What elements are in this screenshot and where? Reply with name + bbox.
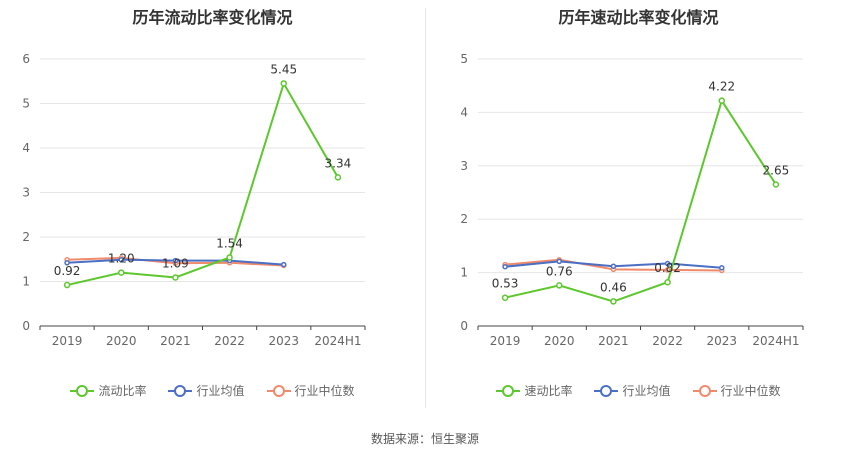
data-point — [63, 281, 71, 289]
data-point — [334, 174, 342, 181]
data-point — [280, 80, 287, 87]
y-tick-label: 2 — [22, 230, 30, 244]
legend-item[interactable]: 流动比率 — [70, 382, 146, 399]
y-tick-label: 4 — [460, 105, 468, 119]
x-tick-label: 2019 — [52, 334, 83, 348]
legend-item[interactable]: 行业中位数 — [692, 382, 781, 399]
series-line — [504, 98, 777, 303]
y-tick-label: 3 — [460, 159, 468, 173]
y-tick-label: 3 — [22, 186, 30, 200]
data-point — [172, 274, 179, 281]
data-point — [118, 269, 125, 276]
x-tick-label: 2021 — [160, 334, 191, 348]
y-tick-label: 2 — [460, 212, 468, 226]
legend-swatch-icon — [594, 384, 619, 397]
data-label: 0.82 — [654, 261, 681, 275]
y-tick-label: 1 — [22, 275, 30, 289]
legend-swatch-icon — [266, 384, 291, 397]
quick-ratio-chart: 0 1 2 3 4 5 2019 2020 2021 2022 2023 2024H1 0.53 0.76… — [460, 52, 804, 348]
data-point — [718, 97, 725, 104]
current-ratio-chart: 0 1 2 3 4 5 6 2019 2020 2021 2022 2023 2024H1 0.92 1.2… — [22, 52, 366, 348]
data-label: 0.46 — [600, 280, 627, 294]
data-point — [664, 260, 671, 267]
data-source: 数据来源：恒生聚源 — [370, 432, 479, 446]
y-tick-label: 0 — [22, 319, 30, 333]
data-point — [664, 278, 671, 286]
y-tick-label: 5 — [460, 52, 468, 66]
legend-swatch-icon — [168, 384, 193, 397]
data-point — [64, 260, 70, 266]
chart-panel-quick-ratio: 历年速动比率变化情况 0 1 2 3 4 5 2019 2020 2021 2022 2023 202… — [427, 0, 850, 410]
data-point — [502, 263, 508, 270]
data-point — [610, 263, 617, 269]
legend-swatch-icon — [70, 384, 95, 397]
data-point — [556, 258, 562, 265]
x-tick-label: 2024H1 — [314, 334, 361, 348]
data-point — [664, 267, 671, 273]
legend-item[interactable]: 行业中位数 — [266, 382, 355, 399]
legend-label: 行业中位数 — [720, 384, 781, 398]
legend-item[interactable]: 行业均值 — [594, 382, 671, 399]
x-tick-label: 2023 — [268, 334, 299, 348]
data-point — [118, 256, 124, 263]
legend-item[interactable]: 行业均值 — [168, 382, 245, 399]
y-tick-label: 6 — [22, 52, 30, 66]
legend-label: 行业中位数 — [294, 384, 355, 398]
x-tick-label: 2020 — [106, 334, 137, 348]
x-tick-label: 2019 — [490, 334, 521, 348]
x-tick-label: 2024H1 — [752, 334, 799, 348]
legend-item[interactable]: 速动比率 — [496, 382, 572, 399]
legend-swatch-icon — [496, 384, 521, 397]
legend-label: 行业均值 — [196, 384, 245, 398]
data-point — [719, 265, 725, 271]
panel-divider — [425, 8, 426, 408]
data-label: 0.76 — [546, 264, 573, 278]
legend: 流动比率 行业均值 行业中位数 — [0, 382, 425, 399]
data-point — [281, 261, 287, 268]
data-label: 0.92 — [54, 264, 81, 278]
data-label: 1.54 — [216, 236, 243, 250]
legend-swatch-icon — [692, 384, 717, 397]
data-label: 1.20 — [108, 252, 135, 266]
data-label: 2.65 — [763, 163, 790, 177]
data-point — [610, 298, 617, 305]
data-point — [226, 254, 233, 261]
y-tick-label: 5 — [22, 97, 30, 111]
legend-label: 速动比率 — [524, 384, 573, 398]
series-line — [66, 80, 339, 287]
y-tick-label: 1 — [460, 266, 468, 280]
data-point — [501, 294, 509, 301]
legend-label: 行业均值 — [622, 384, 671, 398]
x-tick-label: 2020 — [544, 334, 575, 348]
legend: 速动比率 行业均值 行业中位数 — [427, 382, 850, 399]
chart-title: 历年速动比率变化情况 — [558, 8, 719, 27]
data-label: 1.09 — [162, 256, 189, 270]
legend-label: 流动比率 — [98, 384, 147, 398]
data-point — [556, 282, 563, 289]
x-tick-label: 2021 — [598, 334, 629, 348]
x-tick-label: 2022 — [652, 334, 683, 348]
y-tick-label: 4 — [22, 141, 30, 155]
data-label: 0.53 — [492, 277, 519, 291]
y-tick-label: 0 — [460, 319, 468, 333]
data-point — [172, 257, 179, 264]
x-tick-label: 2022 — [214, 334, 245, 348]
data-label: 4.22 — [708, 80, 735, 94]
chart-title: 历年流动比率变化情况 — [132, 8, 293, 27]
chart-panel-current-ratio: 历年流动比率变化情况 0 1 2 3 4 5 6 2019 2020 2021 2022 2023 20… — [0, 0, 425, 410]
data-point — [772, 181, 780, 188]
data-label: 5.45 — [270, 62, 297, 76]
x-tick-label: 2023 — [706, 334, 737, 348]
data-label: 3.34 — [325, 156, 352, 170]
